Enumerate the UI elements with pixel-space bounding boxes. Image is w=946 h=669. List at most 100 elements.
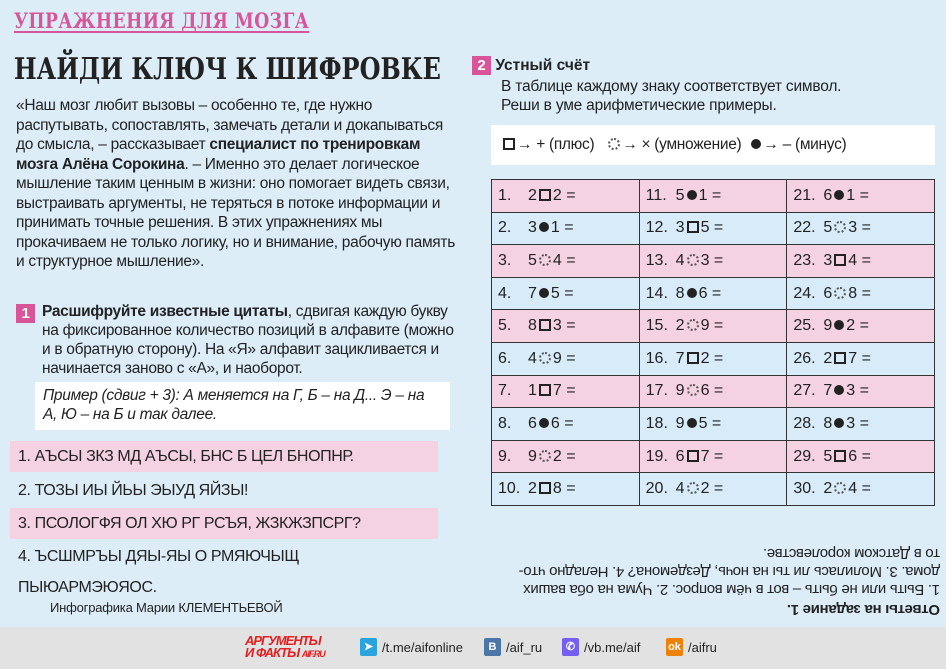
operand-b: 2 [846,317,856,335]
square-icon [686,351,699,364]
viber-icon: ✆ [562,638,579,656]
problem-cell: 21. 6 1 = [786,179,935,213]
problem-cell: 22. 5 3 = [786,211,935,246]
table-row: 1. 2 2 = 11. 5 1 = 21. 6 1 = [491,179,935,213]
problem-number: 8. [498,414,512,432]
equals: = [861,349,871,367]
operand-a: 7 [823,382,833,400]
equals: = [861,284,871,302]
credit: Инфографика Марии КЛЕМЕНТЬЕВОЙ [50,600,283,615]
task1-title: Расшифруйте известные цитаты [42,303,288,320]
operand-a: 4 [675,480,685,498]
problem-number: 14. [645,284,668,302]
problem-cell: 29. 5 6 = [786,439,935,474]
legend-plus: → + (плюс) [517,136,595,153]
equals: = [713,349,724,367]
viber-link[interactable]: ✆ /vb.me/aif [562,638,640,656]
table-row: 9. 9 2 = 19. 6 7 = 29. 5 6 = [491,439,935,474]
operand-a: 7 [675,349,685,367]
table-row: 10. 2 8 = 20. 4 2 = 30. 2 4 = [491,472,935,506]
operand-b: 6 [700,382,710,400]
problem-number: 2. [498,219,512,237]
problem-cell: 2. 3 1 = [491,211,640,246]
operand-a: 4 [675,251,685,269]
operand-b: 9 [700,317,710,335]
dotted-circle-icon [538,351,551,364]
operand-b: 7 [848,349,858,367]
operand-a: 5 [675,186,685,204]
problem-number: 27. [793,382,816,400]
aif-logo[interactable]: АРГУМЕНТЫ И ФАКТЫ AIF.RU [245,633,326,660]
intro-text: «Наш мозг любит вызовы – особенно те, гд… [16,96,456,272]
vk-icon: B [484,638,501,656]
answers-text: 1. Быть или не быть – вот в чём вопрос. … [518,545,940,598]
problem-number: 12. [645,219,668,237]
problem-cell: 3. 5 4 = [491,244,640,278]
operand-b: 3 [846,414,856,432]
square-icon [686,449,699,462]
problem-number: 23. [793,251,816,269]
problem-cell: 17. 9 6 = [638,374,788,409]
problem-cell: 13. 4 3 = [638,244,788,278]
cipher-1: 1. АЪСЫ ЗКЗ МД АЪСЫ, БНС Б ЦЕЛ БНОПНР. [10,441,438,472]
problems-table: 1. 2 2 = 11. 5 1 = 21. 6 1 = 2. 3 1 = 12. 3 5 = 22. 5 3 =… [491,179,935,506]
cipher-2: 2. ТОЗЫ ИЫ ЙЬЫ ЭЫУД ЯЙЗЫ! [18,482,249,499]
filled-dot-icon [834,320,845,331]
ok-link[interactable]: ok/aifru [666,638,717,656]
problem-cell: 15. 2 9 = [638,309,788,343]
problem-number: 20. [645,480,668,498]
dotted-circle-icon [686,384,699,397]
operand-a: 3 [528,219,537,237]
problem-number: 22. [793,219,816,237]
equals: = [711,284,722,302]
problem-number: 17. [645,382,668,400]
dotted-circle-icon [686,319,699,332]
problem-cell: 6. 4 9 = [491,341,640,376]
operand-a: 3 [675,219,685,237]
vk-link[interactable]: B/aif_ru [484,638,542,656]
equals: = [713,251,724,269]
dotted-circle-icon [608,138,621,150]
operand-b: 8 [848,284,858,302]
task1-text: , сдвигая каждую букву на фиксированное … [42,303,454,377]
filled-dot-icon [834,189,845,200]
problem-cell: 14. 8 6 = [638,276,788,311]
operand-a: 8 [528,317,537,335]
operand-b: 7 [700,447,710,465]
equals: = [859,382,869,400]
problem-cell: 25. 9 2 = [786,309,935,343]
filled-dot-icon [686,189,697,200]
problem-number: 29. [793,447,816,465]
operand-b: 1 [550,219,560,237]
equals: = [566,317,576,335]
problem-number: 15. [645,317,668,335]
problem-cell: 26. 2 7 = [786,341,935,376]
telegram-link[interactable]: ➤ /t.me/aifonline [360,638,463,656]
operand-a: 6 [675,447,685,465]
problem-cell: 10. 2 8 = [491,472,640,506]
square-icon [834,351,847,364]
viber-label: /vb.me/aif [584,639,641,655]
problem-number: 24. [793,284,816,302]
equals: = [861,251,871,269]
problem-number: 28. [793,414,816,432]
equals: = [566,349,576,367]
legend-minus: → – (минус) [763,136,847,153]
operand-a: 9 [675,414,685,432]
operand-b: 8 [552,480,562,498]
dotted-circle-icon [538,449,551,462]
intro-part2: . – Именно это делает логическое мышлени… [16,155,455,271]
problem-cell: 4. 7 5 = [491,276,640,311]
equals: = [713,447,724,465]
operand-b: 2 [700,480,710,498]
table-row: 3. 5 4 = 13. 4 3 = 23. 3 4 = [491,244,935,278]
legend-times: → × (умножение) [622,136,742,153]
problem-number: 16. [645,349,668,367]
equals: = [859,317,869,335]
square-icon [834,449,847,462]
equals: = [711,414,722,432]
problem-cell: 7. 1 7 = [491,374,640,409]
operand-b: 1 [846,186,856,204]
operand-b: 2 [700,349,710,367]
operand-b: 2 [552,447,562,465]
